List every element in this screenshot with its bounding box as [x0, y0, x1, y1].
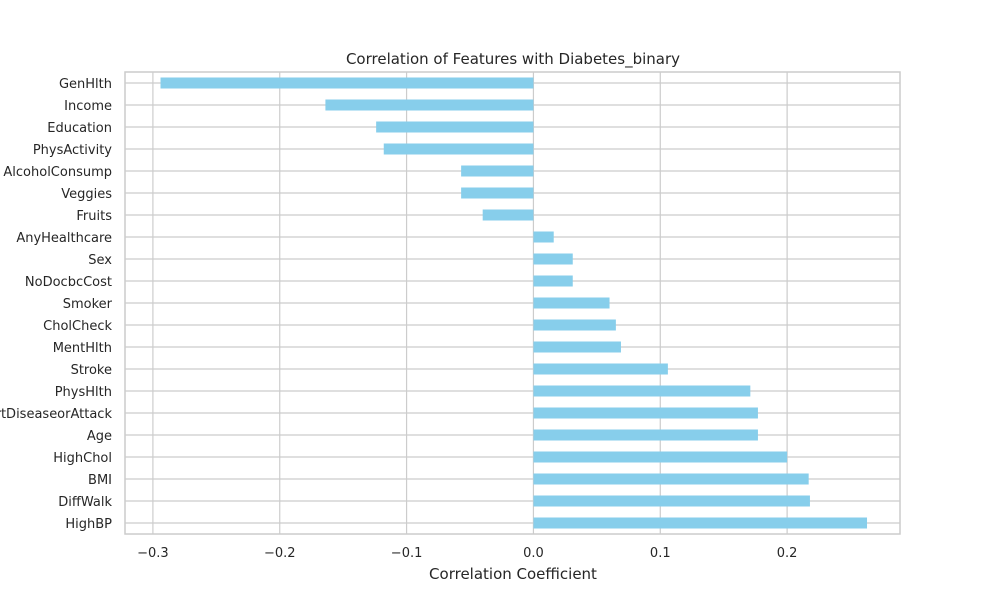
bar-bmi [533, 473, 809, 485]
y-tick-label: AlcoholConsump [3, 165, 112, 180]
x-tick-label: −0.3 [137, 546, 169, 561]
y-tick-label: Stroke [71, 363, 112, 378]
bar-age [533, 429, 758, 441]
x-axis-label: Correlation Coefficient [429, 565, 597, 583]
bar-anyhealthcare [533, 231, 554, 243]
y-tick-label: HighChol [53, 451, 112, 466]
bar-physhlth [533, 385, 751, 397]
chart-title: Correlation of Features with Diabetes_bi… [346, 50, 680, 69]
y-tick-label: Smoker [63, 297, 113, 312]
bars [160, 77, 868, 529]
y-tick-label: NoDocbcCost [25, 275, 112, 290]
y-tick-labels: GenHlth Income Education PhysActivity Alcoho… [0, 77, 113, 532]
bar-alcoholconsump [461, 165, 534, 177]
bar-nodocbccost [533, 275, 573, 287]
y-tick-label: PhysActivity [33, 143, 112, 158]
x-tick-label: −0.2 [264, 546, 296, 561]
y-tick-label: Fruits [76, 209, 112, 224]
y-tick-label: MentHlth [53, 341, 112, 356]
x-tick-label: 0.0 [523, 546, 544, 561]
bar-stroke [533, 363, 668, 375]
x-tick-labels: −0.3 −0.2 −0.1 0.0 0.1 0.2 [137, 546, 797, 561]
bar-smoker [533, 297, 610, 309]
bar-sex [533, 253, 573, 265]
y-tick-label: DiffWalk [58, 495, 112, 510]
y-tick-label: AnyHealthcare [16, 231, 112, 246]
y-tick-label: GenHlth [59, 77, 112, 92]
y-tick-label: HighBP [65, 517, 112, 532]
bar-highbp [533, 517, 868, 529]
bar-veggies [461, 187, 534, 199]
bar-diffwalk [533, 495, 810, 507]
y-tick-label: HeartDiseaseorAttack [0, 407, 112, 422]
bar-highchol [533, 451, 788, 463]
bar-fruits [482, 209, 534, 221]
y-tick-label: Age [87, 429, 112, 444]
y-tick-label: PhysHlth [55, 385, 112, 400]
y-tick-label: BMI [88, 473, 112, 488]
y-tick-label: Veggies [61, 187, 112, 202]
y-tick-label: Education [47, 121, 112, 136]
y-tick-label: Income [64, 99, 112, 114]
x-tick-label: 0.2 [777, 546, 798, 561]
bar-education [376, 121, 534, 133]
plot-frame [124, 71, 901, 535]
bar-physactivity [383, 143, 534, 155]
y-tick-label: Sex [88, 253, 112, 268]
bar-heartdiseaseorattack [533, 407, 758, 419]
x-tick-label: −0.1 [391, 546, 423, 561]
grid-lines [125, 72, 900, 534]
bar-cholcheck [533, 319, 616, 331]
bar-genhlth [160, 77, 534, 89]
bar-income [325, 99, 534, 111]
bar-menthlth [533, 341, 621, 353]
x-tick-label: 0.1 [650, 546, 671, 561]
y-tick-label: CholCheck [43, 319, 112, 334]
